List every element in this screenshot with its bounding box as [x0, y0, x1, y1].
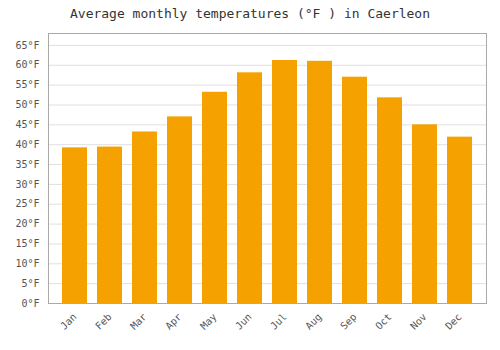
- svg-text:45°F: 45°F: [15, 119, 39, 130]
- svg-text:Oct: Oct: [373, 311, 394, 332]
- svg-text:55°F: 55°F: [15, 79, 39, 90]
- svg-text:25°F: 25°F: [15, 198, 39, 209]
- svg-text:Mar: Mar: [128, 311, 149, 332]
- svg-text:Dec: Dec: [443, 311, 464, 332]
- svg-text:Jan: Jan: [58, 311, 79, 332]
- svg-text:May: May: [198, 311, 219, 332]
- svg-text:Jun: Jun: [233, 311, 254, 332]
- svg-text:Feb: Feb: [93, 311, 114, 332]
- svg-text:60°F: 60°F: [15, 59, 39, 70]
- svg-text:Nov: Nov: [408, 311, 429, 332]
- svg-text:Aug: Aug: [303, 311, 324, 332]
- svg-text:5°F: 5°F: [21, 278, 39, 289]
- svg-text:Sep: Sep: [338, 311, 359, 332]
- html-text:Average monthly temperatures (: Average monthly temperatures (°F ) in Ca…: [70, 6, 430, 21]
- svg-text:40°F: 40°F: [15, 139, 39, 150]
- svg-text:Apr: Apr: [163, 311, 184, 332]
- svg-text:20°F: 20°F: [15, 218, 39, 229]
- svg-text:15°F: 15°F: [15, 238, 39, 249]
- svg-text:10°F: 10°F: [15, 258, 39, 269]
- svg-text:Jul: Jul: [268, 311, 289, 332]
- svg-text:35°F: 35°F: [15, 159, 39, 170]
- svg-text:65°F: 65°F: [15, 40, 39, 51]
- svg-text:0°F: 0°F: [21, 298, 39, 309]
- svg-text:30°F: 30°F: [15, 179, 39, 190]
- svg-text:50°F: 50°F: [15, 99, 39, 110]
